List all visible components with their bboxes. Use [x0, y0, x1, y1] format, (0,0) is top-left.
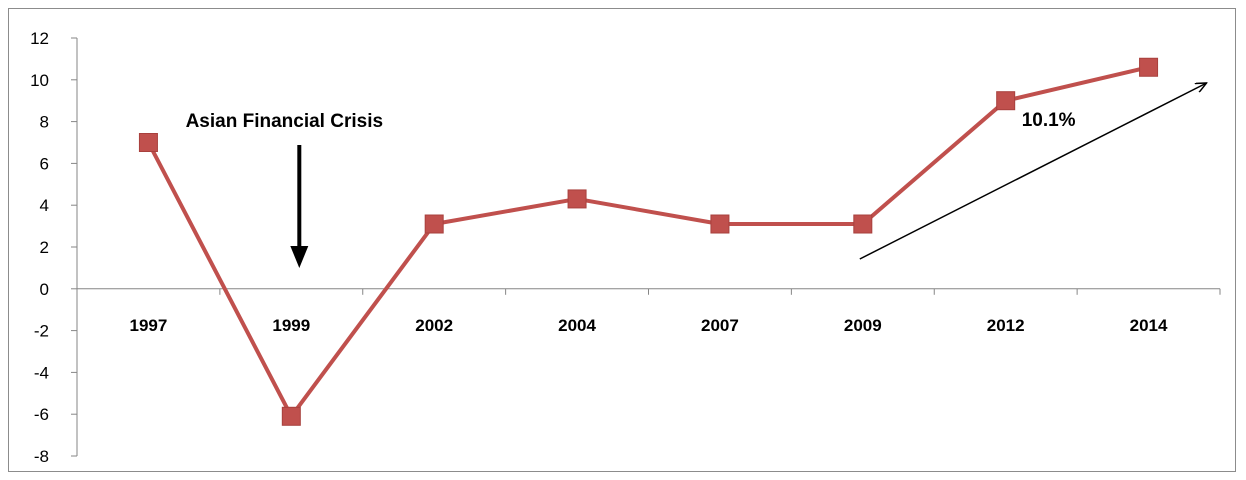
y-tick-label: -6	[34, 405, 49, 424]
annotations: Asian Financial Crisis 10.1%	[186, 83, 1207, 268]
data-point-marker	[567, 189, 587, 209]
x-tick-label: 1997	[130, 316, 168, 335]
data-point-marker	[281, 406, 301, 426]
y-tick-label: 2	[40, 238, 49, 257]
series-line	[146, 65, 1150, 419]
chart-frame	[8, 8, 1236, 472]
data-point-marker	[138, 133, 158, 152]
y-tick-label: -8	[34, 447, 49, 466]
y-tick-label: 8	[40, 113, 49, 132]
y-tick-label: -4	[34, 363, 49, 382]
data-point-marker	[710, 214, 730, 234]
x-axis: 1997 1999 2002 2004 2007 2009 2012 2014	[76, 288, 1221, 335]
x-tick-label: 2002	[415, 316, 453, 335]
x-tick-label: 2012	[987, 316, 1025, 335]
x-tick-label: 2009	[844, 316, 882, 335]
data-point-marker	[424, 214, 444, 234]
x-tick-label: 2004	[558, 316, 596, 335]
growth-trend-arrow	[859, 83, 1207, 260]
y-tick-label: 0	[40, 280, 49, 299]
y-tick-label: 4	[40, 196, 49, 215]
y-tick-label: 6	[40, 154, 49, 173]
data-point-marker	[1139, 57, 1159, 77]
growth-annotation-label: 10.1%	[1022, 110, 1076, 131]
y-tick-label: -2	[34, 322, 49, 341]
y-tick-label: 10	[30, 71, 49, 90]
crisis-arrow-head	[290, 246, 309, 268]
y-axis: 12 10 8 6 4 2 0 -2 -4 -6 -8	[30, 29, 78, 466]
data-point-marker	[853, 214, 873, 234]
y-tick-label: 12	[30, 29, 49, 48]
series-group	[138, 57, 1159, 426]
x-tick-label: 1999	[272, 316, 310, 335]
x-tick-label: 2007	[701, 316, 739, 335]
x-tick-label: 2014	[1130, 316, 1168, 335]
crisis-annotation-label: Asian Financial Crisis	[186, 111, 383, 132]
data-point-marker	[996, 91, 1016, 111]
